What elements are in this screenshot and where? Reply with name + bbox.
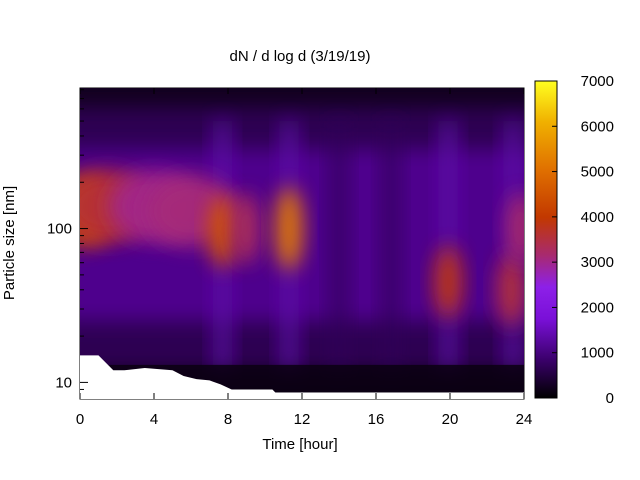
band-halo (80, 106, 524, 371)
y-axis: 10 100 (47, 89, 88, 391)
hotspot-6 (275, 186, 304, 271)
hotspot-5 (232, 192, 261, 265)
colorbar-tick-label: 7000 (581, 73, 614, 90)
y-tick-label: 100 (47, 221, 72, 238)
chart-title: dN / d log d (3/19/19) (230, 48, 371, 65)
y-tick-label: 10 (55, 374, 72, 391)
x-tick-label: 20 (442, 411, 459, 428)
hotspot-8 (497, 253, 524, 326)
x-axis: 0 4 8 12 16 20 24 (76, 88, 533, 428)
colorbar (534, 80, 558, 399)
x-tick-label: 24 (516, 411, 533, 428)
heatmap-band (80, 106, 524, 371)
colorbar-tick-label: 3000 (581, 254, 614, 271)
colorbar-tick-label: 0 (606, 390, 614, 407)
streak-5 (380, 121, 401, 371)
streak-4 (329, 121, 349, 371)
hotspot-9 (506, 192, 524, 265)
colorbar-ticks: 0 1000 2000 3000 4000 5000 6000 7000 (552, 73, 614, 407)
x-tick-label: 4 (150, 411, 158, 428)
colorbar-tick-label: 6000 (581, 118, 614, 135)
x-tick-label: 8 (224, 411, 232, 428)
x-axis-label: Time [hour] (262, 436, 337, 453)
colorbar-tick-label: 4000 (581, 209, 614, 226)
x-tick-label: 12 (294, 411, 311, 428)
hotspot-7 (434, 245, 463, 318)
colorbar-tick-label: 2000 (581, 299, 614, 316)
colorbar-tick-label: 1000 (581, 345, 614, 362)
heatmap-field (80, 88, 524, 399)
y-axis-label: Particle size [nm] (1, 186, 18, 300)
streak-2 (438, 121, 459, 371)
hotspot-4 (208, 195, 237, 268)
x-tick-label: 0 (76, 411, 84, 428)
colorbar-tick-label: 5000 (581, 164, 614, 181)
no-data-region (80, 355, 277, 399)
x-tick-label: 16 (368, 411, 385, 428)
